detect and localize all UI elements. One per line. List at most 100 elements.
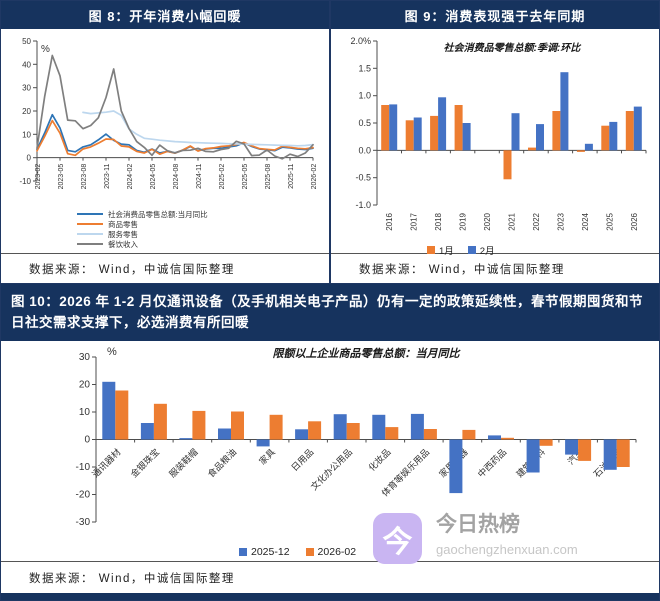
- legend-label: 1月: [439, 246, 454, 257]
- legend-item: 1月: [427, 243, 454, 257]
- figure9-chart-area: -1.0 -0.5 0.0 0.5 1.0 1.5 2.0% 2016 2017 2018 2019…: [331, 29, 659, 257]
- svg-text:2023: 2023: [556, 212, 565, 230]
- svg-text:通讯器材: 通讯器材: [89, 446, 122, 479]
- svg-text:2016: 2016: [385, 212, 394, 230]
- retail-yoy-line-chart: -10 0 10 20 30 40 50 2023-02 2023-05 2023-08 2023-…: [19, 37, 318, 190]
- figure10-source-note: 数据来源： Wind，中诚信国际整理: [1, 561, 659, 593]
- svg-text:2019: 2019: [459, 212, 468, 230]
- figure8-legend: 社会消费品零售总额:当月同比 商品零售 服务零售 餐饮收入: [77, 209, 208, 249]
- legend-swatch-2025-12: [239, 548, 247, 556]
- svg-text:-10: -10: [19, 177, 31, 186]
- retail-mom-bar-chart: -1.0 -0.5 0.0 0.5 1.0 1.5 2.0% 2016 2017 2018 2019…: [350, 36, 647, 231]
- svg-text:%: %: [41, 44, 50, 55]
- legend-label: 2月: [479, 246, 495, 257]
- svg-text:食品粮油: 食品粮油: [205, 446, 238, 479]
- legend-item: 餐饮收入: [77, 239, 208, 249]
- svg-text:2021: 2021: [508, 212, 517, 230]
- svg-text:日用品: 日用品: [289, 447, 315, 473]
- svg-text:2.0%: 2.0%: [350, 36, 371, 46]
- svg-text:2026-02: 2026-02: [311, 164, 318, 190]
- svg-text:1.5: 1.5: [358, 63, 371, 73]
- watermark-site-name: 今日热榜: [436, 513, 520, 536]
- category-retail-bar-chart: -30 -20 -10 0 10 20 30 通讯器材 金银珠宝 服装鞋帽 食品粮油 家具 日用品文化办…: [76, 346, 637, 528]
- legend-item: 2025-12: [239, 546, 290, 558]
- svg-text:2025-02: 2025-02: [219, 164, 226, 190]
- legend-item: 2026-02: [305, 546, 357, 558]
- figure8-chart-area: -10 0 10 20 30 40 50 2023-02 2023-05 2023-08 2023-…: [1, 29, 329, 253]
- legend-swatch-2026-02: [305, 548, 314, 556]
- svg-text:20: 20: [79, 380, 91, 391]
- svg-text:2023-02: 2023-02: [35, 164, 42, 190]
- svg-text:2025: 2025: [605, 212, 614, 230]
- legend-swatch-feb: [467, 246, 476, 254]
- svg-text:2024-05: 2024-05: [150, 164, 157, 190]
- svg-text:文化办公用品: 文化办公用品: [308, 446, 354, 492]
- svg-text:10: 10: [22, 130, 31, 139]
- svg-text:2023-08: 2023-08: [81, 164, 88, 190]
- svg-text:0.0: 0.0: [358, 145, 371, 155]
- svg-text:30: 30: [22, 84, 31, 93]
- svg-text:2020: 2020: [483, 212, 492, 230]
- svg-text:2024-08: 2024-08: [173, 164, 180, 190]
- svg-text:40: 40: [22, 60, 31, 69]
- svg-text:2025-05: 2025-05: [242, 164, 249, 190]
- svg-text:50: 50: [22, 37, 31, 46]
- svg-text:-0.5: -0.5: [355, 173, 371, 183]
- watermark-site-url: gaochengzhenxuan.com: [436, 542, 578, 557]
- svg-text:%: %: [107, 346, 117, 358]
- legend-label: 商品零售: [108, 219, 138, 229]
- svg-text:2026: 2026: [630, 212, 639, 230]
- svg-text:化妆品: 化妆品: [366, 446, 393, 473]
- watermark-text: 今日热榜 gaochengzhenxuan.com: [436, 513, 578, 557]
- svg-text:0.5: 0.5: [358, 118, 371, 128]
- legend-label: 2025-12: [251, 546, 290, 558]
- legend-swatch-line-gray: [77, 243, 103, 245]
- svg-text:-20: -20: [76, 490, 91, 501]
- svg-text:-1.0: -1.0: [355, 200, 371, 210]
- svg-text:2024-02: 2024-02: [127, 164, 134, 190]
- svg-text:2025-11: 2025-11: [288, 164, 295, 189]
- legend-item: 社会消费品零售总额:当月同比: [77, 209, 208, 219]
- svg-text:限额以上企业商品零售总额：当月同比: 限额以上企业商品零售总额：当月同比: [273, 347, 462, 360]
- legend-swatch-line-orange: [77, 223, 103, 225]
- svg-text:服装鞋帽: 服装鞋帽: [167, 446, 200, 479]
- figure9-panel: 图 9：消费表现强于去年同期 -1.0 -0.5 0.0 0.5 1.0 1.5 2.0% 2…: [329, 1, 659, 283]
- legend-label: 社会消费品零售总额:当月同比: [108, 209, 208, 219]
- legend-swatch-jan: [427, 246, 435, 254]
- svg-text:2023-05: 2023-05: [58, 164, 65, 190]
- svg-text:2024: 2024: [581, 212, 590, 230]
- legend-label: 服务零售: [108, 229, 138, 239]
- svg-text:2017: 2017: [410, 212, 419, 230]
- svg-text:家具: 家具: [256, 446, 277, 467]
- svg-text:中西药品: 中西药品: [475, 446, 508, 479]
- figure8-title: 图 8：开年消费小幅回暖: [1, 1, 329, 29]
- figure10-legend: 2025-12 2026-02: [239, 546, 356, 558]
- legend-item: 2月: [467, 243, 495, 257]
- legend-label: 餐饮收入: [108, 239, 138, 249]
- svg-text:30: 30: [79, 352, 91, 363]
- legend-swatch-line-blue: [77, 213, 103, 215]
- figure10-title: 图 10：2026 年 1-2 月仅通讯设备（及手机相关电子产品）仍有一定的政策…: [1, 284, 659, 341]
- figure9-title: 图 9：消费表现强于去年同期: [331, 1, 659, 29]
- figure8-panel: 图 8：开年消费小幅回暖 -10 0 10 20 30 40 50 2023-02 2023-0…: [1, 1, 329, 283]
- svg-text:-30: -30: [76, 517, 91, 528]
- svg-text:0: 0: [84, 435, 90, 446]
- figure8-source-note: 数据来源： Wind，中诚信国际整理: [1, 253, 329, 283]
- svg-text:金银珠宝: 金银珠宝: [128, 446, 161, 479]
- legend-item: 商品零售: [77, 219, 208, 229]
- legend-swatch-line-lightblue: [77, 233, 103, 235]
- svg-text:2023-11: 2023-11: [104, 164, 111, 189]
- svg-text:1.0: 1.0: [358, 91, 371, 101]
- svg-text:社会消费品零售总额:季调:环比: 社会消费品零售总额:季调:环比: [444, 42, 583, 54]
- svg-text:2018: 2018: [434, 212, 443, 230]
- figure9-legend: 1月 2月: [427, 243, 495, 257]
- svg-text:0: 0: [27, 154, 32, 163]
- figure9-source-note: 数据来源： Wind，中诚信国际整理: [331, 253, 659, 283]
- bottom-border-bar: [1, 593, 659, 600]
- legend-label: 2026-02: [317, 546, 357, 558]
- watermark: 今 今日热榜 gaochengzhenxuan.com: [373, 513, 578, 564]
- svg-text:2022: 2022: [532, 212, 541, 230]
- figure10-chart-area: -30 -20 -10 0 10 20 30 通讯器材 金银珠宝 服装鞋帽 食品粮油 家具 日用品 文化办…: [1, 341, 659, 564]
- top-figures-row: 图 8：开年消费小幅回暖 -10 0 10 20 30 40 50 2023-02 2023-0…: [1, 1, 659, 284]
